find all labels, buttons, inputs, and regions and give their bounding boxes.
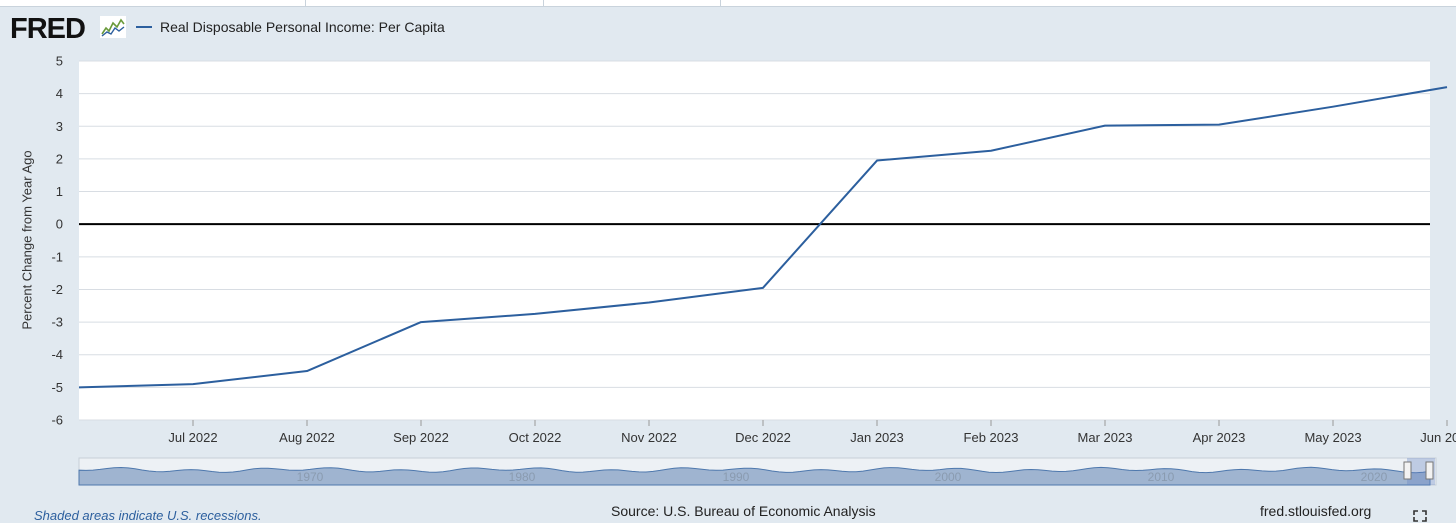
navigator-label: 1970 (297, 470, 324, 484)
navigator-handle-left (1404, 462, 1411, 479)
y-tick-label: -2 (51, 282, 63, 297)
y-tick-label: -6 (51, 413, 63, 428)
x-tick-label: Sep 2022 (393, 430, 449, 445)
y-tick-label: -5 (51, 380, 63, 395)
y-tick-label: 0 (56, 217, 63, 232)
y-tick-label: 3 (56, 119, 63, 134)
x-tick-label: Jun 2023 (1420, 430, 1456, 445)
plot-area (79, 61, 1430, 420)
y-tick-label: 2 (56, 151, 63, 166)
y-tick-label: -3 (51, 315, 63, 330)
x-tick-label: Oct 2022 (509, 430, 562, 445)
navigator-series (79, 467, 1430, 485)
navigator-handle-right (1426, 462, 1433, 479)
navigator-label: 1990 (723, 470, 750, 484)
x-tick-label: Mar 2023 (1078, 430, 1133, 445)
x-tick-label: Jan 2023 (850, 430, 904, 445)
source-text: Source: U.S. Bureau of Economic Analysis (611, 503, 876, 519)
fred-url-link[interactable]: fred.stlouisfed.org (1260, 503, 1371, 519)
line-chart: 5 4 3 2 1 0 -1 -2 -3 -4 -5 -6 Jul 2022 Aug 2022 Sep 20… (0, 0, 1456, 500)
x-tick-label: Nov 2022 (621, 430, 677, 445)
x-tick-label: Feb 2023 (964, 430, 1019, 445)
y-tick-label: 1 (56, 184, 63, 199)
navigator-label: 2010 (1148, 470, 1175, 484)
x-tick-label: Apr 2023 (1193, 430, 1246, 445)
y-tick-label: 5 (56, 54, 63, 69)
recession-note: Shaded areas indicate U.S. recessions. (34, 508, 262, 523)
navigator-label: 1980 (509, 470, 536, 484)
fullscreen-icon[interactable] (1413, 510, 1427, 522)
navigator-label: 2000 (935, 470, 962, 484)
y-tick-label: -1 (51, 249, 63, 264)
y-tick-label: 4 (56, 86, 63, 101)
y-tick-label: -4 (51, 347, 63, 362)
navigator-label: 2020 (1361, 470, 1388, 484)
x-tick-label: Dec 2022 (735, 430, 791, 445)
x-tick-label: Jul 2022 (168, 430, 217, 445)
x-tick-label: Aug 2022 (279, 430, 335, 445)
x-tick-label: May 2023 (1304, 430, 1361, 445)
